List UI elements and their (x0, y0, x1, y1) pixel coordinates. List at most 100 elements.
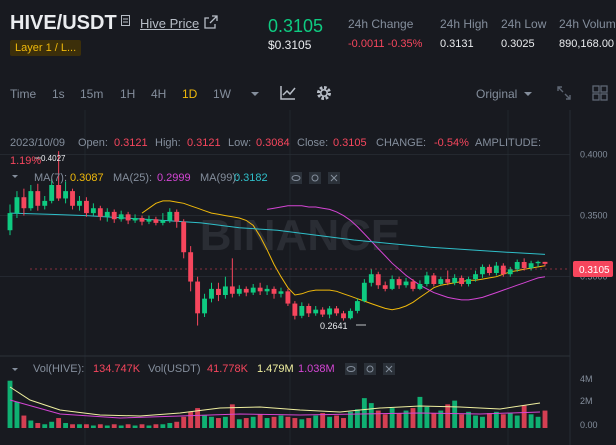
tab-time[interactable]: Time (10, 87, 37, 101)
volume-bar (361, 398, 367, 428)
volume-bar (521, 405, 527, 428)
candle-body (389, 279, 395, 289)
vol-hive-label: Vol(HIVE): (33, 363, 84, 375)
vol-tick-2m: 2M (580, 396, 593, 406)
volume-bar (160, 424, 166, 428)
candle-body (195, 281, 201, 314)
volume-bar (90, 425, 96, 428)
current-price-tag-text: 0.3105 (579, 265, 610, 276)
ma99-label: MA(99): (200, 172, 239, 184)
vol-collapse-icon[interactable] (12, 368, 18, 371)
candle-body (542, 261, 548, 264)
category-tag[interactable]: Layer 1 / L... (10, 40, 82, 56)
volume-bar (493, 411, 499, 428)
candle-body (306, 306, 312, 314)
hive-price-link[interactable]: Hive Price (140, 16, 200, 31)
candle-body (341, 313, 346, 319)
volume-ma1-line (9, 386, 541, 417)
stat-24h-change-label: 24h Change (348, 17, 414, 31)
candle-body (396, 279, 402, 286)
stat-24h-low-value: 0.3025 (501, 38, 535, 50)
close-icon[interactable] (328, 172, 340, 184)
chevron-down-icon[interactable] (523, 90, 533, 98)
grid-layout-icon[interactable] (592, 85, 608, 101)
candle-body (521, 262, 527, 269)
volume-bar (431, 413, 437, 428)
candle-body (188, 252, 194, 282)
info-high-value: 0.3121 (187, 137, 221, 149)
expand-icon[interactable] (557, 86, 571, 100)
vol-ma2-value: 1.038M (298, 363, 335, 375)
candle-body (528, 263, 534, 269)
tab-1s[interactable]: 1s (52, 87, 65, 101)
volume-bar (368, 403, 374, 428)
volume-bar (118, 425, 124, 428)
ma25-line (267, 205, 546, 301)
ma7-line (141, 200, 546, 311)
candle-body (132, 218, 138, 221)
candle-body (375, 274, 381, 286)
candle-body (49, 185, 55, 201)
volume-bar (528, 414, 534, 428)
volume-bar (167, 423, 173, 428)
candle-body (452, 277, 458, 283)
candle-body (438, 279, 444, 284)
volume-bar (243, 418, 249, 428)
volume-bar (438, 410, 444, 428)
candle-body (299, 306, 305, 316)
candle-body (466, 279, 472, 284)
share-icon[interactable] (204, 15, 218, 29)
candle-body (181, 221, 187, 253)
chart-mode-select[interactable]: Original (476, 87, 518, 101)
settings-gear-icon[interactable] (316, 85, 332, 101)
tab-15m[interactable]: 15m (80, 87, 104, 101)
stat-24h-low-label: 24h Low (501, 17, 547, 31)
candle-body (257, 287, 263, 292)
volume-bar (111, 424, 117, 428)
volume-bar (257, 414, 263, 428)
document-icon[interactable] (121, 15, 130, 26)
volume-bar (507, 413, 513, 428)
candle-body (70, 191, 75, 206)
volume-bar (403, 410, 409, 428)
volume-bar (49, 421, 55, 428)
info-high-label: High: (155, 137, 181, 149)
volume-bar (341, 418, 346, 428)
vol-tick-0: 0.00 (580, 420, 598, 430)
candle-body (104, 211, 110, 217)
candle-body (243, 288, 249, 293)
volume-bar (306, 418, 312, 428)
volume-bar (473, 415, 478, 428)
vol-ma1-value: 1.479M (257, 363, 294, 375)
vol-settings-icon[interactable] (364, 363, 376, 375)
settings-icon[interactable] (309, 172, 321, 184)
tab-4h[interactable]: 4H (151, 87, 167, 101)
vol-close-icon[interactable] (383, 363, 395, 375)
volume-bar (348, 411, 353, 428)
volume-bar (174, 421, 180, 428)
eye-icon[interactable] (290, 172, 302, 184)
indicator-icon[interactable] (280, 85, 296, 100)
candle-body (334, 308, 339, 314)
more-intervals-icon[interactable] (250, 90, 260, 98)
tab-1h[interactable]: 1H (120, 87, 136, 101)
y-tick-label: 0.3500 (580, 211, 608, 221)
volume-bar (313, 415, 319, 428)
candle-body (160, 220, 166, 223)
volume-bar (292, 418, 298, 428)
stat-24h-volume-value: 890,168.00 (559, 38, 615, 50)
tab-1d[interactable]: 1D (182, 87, 198, 101)
collapse-icon[interactable] (12, 175, 18, 178)
volume-bar (514, 415, 520, 428)
tab-1w[interactable]: 1W (213, 87, 231, 101)
candle-body (493, 265, 499, 273)
candle-body (486, 266, 492, 273)
candle-body (77, 200, 82, 206)
vol-eye-icon[interactable] (345, 363, 357, 375)
volume-bar (236, 419, 242, 428)
info-close-label: Close: (297, 137, 328, 149)
stat-24h-change-value: -0.0011 -0.35% (348, 38, 423, 50)
candle-body (285, 291, 291, 304)
volume-bar (146, 425, 152, 428)
